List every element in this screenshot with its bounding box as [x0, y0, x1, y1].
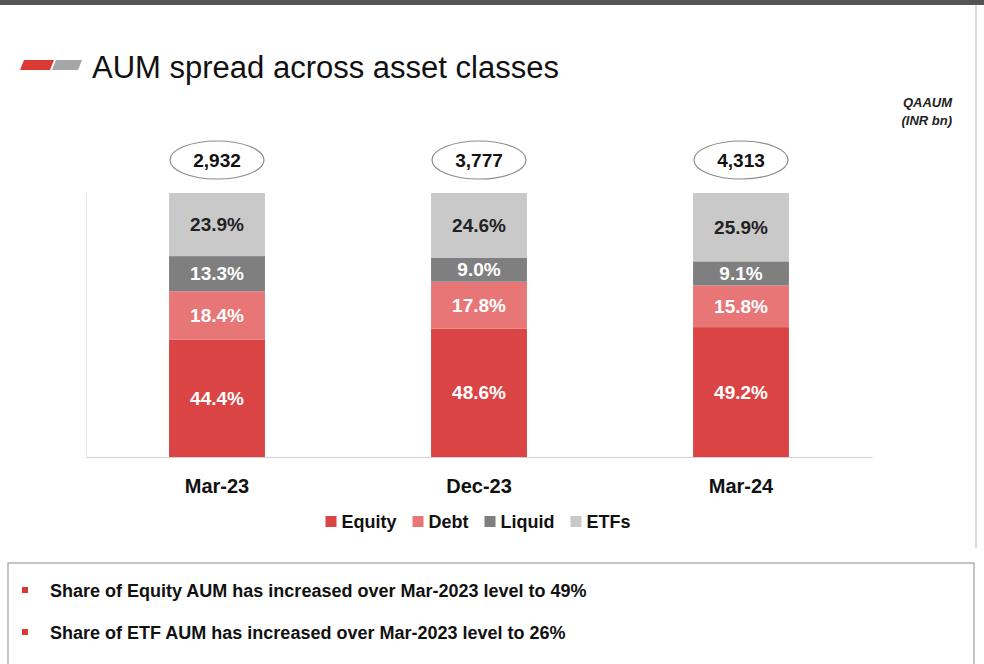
- data-label: 44.4%: [190, 388, 244, 409]
- data-label: 9.1%: [719, 263, 762, 284]
- top-band: [0, 0, 984, 5]
- data-label: 15.8%: [714, 296, 768, 317]
- bar-segment: [431, 282, 527, 329]
- data-label: 24.6%: [452, 215, 506, 236]
- title-icon: [52, 60, 82, 70]
- x-tick-label: Dec-23: [446, 475, 512, 497]
- legend-swatch: [570, 516, 581, 527]
- legend-label: Liquid: [501, 512, 555, 532]
- data-label: 23.9%: [190, 214, 244, 235]
- total-oval: [694, 141, 788, 179]
- legend-item: ETFs: [570, 512, 630, 532]
- bar-segment: [169, 291, 265, 340]
- data-label: 18.4%: [190, 305, 244, 326]
- annotation: Share of Equity AUM has increased over M…: [50, 581, 587, 601]
- annotation: Share of ETF AUM has increased over Mar-…: [50, 623, 566, 643]
- data-label: 49.2%: [714, 382, 768, 403]
- x-tick-label: Mar-23: [185, 475, 249, 497]
- chart: AUM spread across asset classes QAAUM(INR…: [0, 0, 984, 664]
- legend-label: ETFs: [586, 512, 630, 532]
- legend-item: Equity: [325, 512, 396, 532]
- total-label: 3,777: [455, 150, 503, 171]
- legend-label: Equity: [341, 512, 396, 532]
- total-oval: [432, 141, 526, 179]
- title: AUM spread across asset classes: [92, 50, 559, 85]
- x-tick: Mar-23: [185, 457, 249, 497]
- legend-swatch: [325, 516, 336, 527]
- bar-segment: [431, 193, 527, 258]
- data-label: 9.0%: [457, 259, 500, 280]
- legend-label: Debt: [429, 512, 469, 532]
- totals: 2,932 3,777 4,313: [170, 141, 788, 179]
- legend-item: Debt: [413, 512, 469, 532]
- bar-segment: [431, 329, 527, 457]
- y-axis-line: [86, 194, 87, 458]
- bar-segment: [693, 327, 789, 457]
- data-label: 48.6%: [452, 382, 506, 403]
- frame-line: [976, 5, 977, 548]
- bar-segment: [431, 258, 527, 282]
- bar-segment: [693, 193, 789, 261]
- total-label: 4,313: [717, 150, 765, 171]
- bar-segment: [693, 261, 789, 285]
- total-oval: [170, 141, 264, 179]
- bar-segment: [693, 285, 789, 327]
- bullet: [22, 629, 28, 635]
- data-label: 17.8%: [452, 295, 506, 316]
- subtitle: QAAUM(INR bn): [901, 95, 953, 128]
- x-axis-line: [87, 457, 873, 458]
- legend: Equity Debt Liquid ETFs: [325, 512, 630, 532]
- data-labels: 44.4% 48.6% 49.2% 18.4% 17.8% 15.8% 13.3% 9.0% 9…: [190, 214, 768, 409]
- bars: [169, 193, 789, 457]
- bar-segment: [169, 193, 265, 256]
- title-icon: [20, 60, 54, 70]
- data-label: 13.3%: [190, 263, 244, 284]
- total-label: 2,932: [193, 150, 241, 171]
- bullet: [22, 587, 28, 593]
- bar-segment: [169, 340, 265, 457]
- data-label: 25.9%: [714, 217, 768, 238]
- legend-swatch: [485, 516, 496, 527]
- y-axis: [86, 194, 87, 458]
- legend-swatch: [413, 516, 424, 527]
- x-tick: Dec-23: [446, 457, 512, 497]
- x-axis: Mar-23 Dec-23 Mar-24: [87, 457, 873, 497]
- x-tick: Mar-24: [709, 457, 774, 497]
- x-tick-label: Mar-24: [709, 475, 774, 497]
- notes-box: [8, 563, 974, 664]
- bar-segment: [169, 256, 265, 291]
- legend-item: Liquid: [485, 512, 555, 532]
